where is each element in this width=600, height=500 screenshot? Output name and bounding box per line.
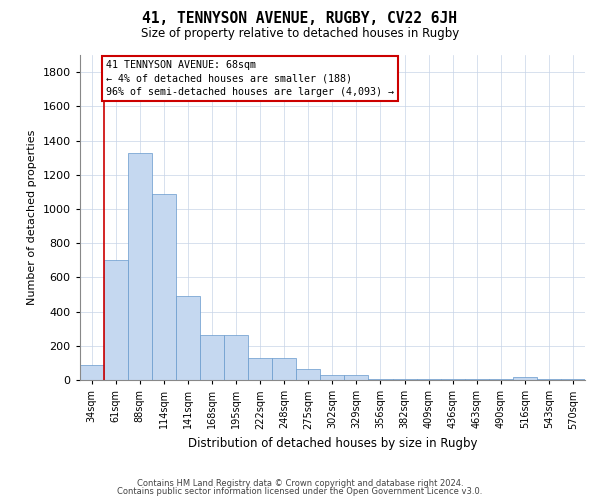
Bar <box>200 335 224 380</box>
Text: Contains public sector information licensed under the Open Government Licence v3: Contains public sector information licen… <box>118 487 482 496</box>
Bar <box>296 369 320 380</box>
Bar <box>224 335 248 380</box>
Text: 41 TENNYSON AVENUE: 68sqm
← 4% of detached houses are smaller (188)
96% of semi-: 41 TENNYSON AVENUE: 68sqm ← 4% of detach… <box>106 60 394 96</box>
Bar <box>248 358 272 380</box>
Bar <box>104 260 128 380</box>
Bar <box>128 152 152 380</box>
Text: Contains HM Land Registry data © Crown copyright and database right 2024.: Contains HM Land Registry data © Crown c… <box>137 478 463 488</box>
Bar <box>80 364 104 380</box>
Bar <box>320 375 344 380</box>
Y-axis label: Number of detached properties: Number of detached properties <box>27 130 37 306</box>
Bar <box>344 375 368 380</box>
Text: Size of property relative to detached houses in Rugby: Size of property relative to detached ho… <box>141 28 459 40</box>
Bar <box>272 358 296 380</box>
Bar <box>152 194 176 380</box>
Text: 41, TENNYSON AVENUE, RUGBY, CV22 6JH: 41, TENNYSON AVENUE, RUGBY, CV22 6JH <box>143 11 458 26</box>
Bar <box>513 376 537 380</box>
Bar <box>176 296 200 380</box>
X-axis label: Distribution of detached houses by size in Rugby: Distribution of detached houses by size … <box>188 437 477 450</box>
